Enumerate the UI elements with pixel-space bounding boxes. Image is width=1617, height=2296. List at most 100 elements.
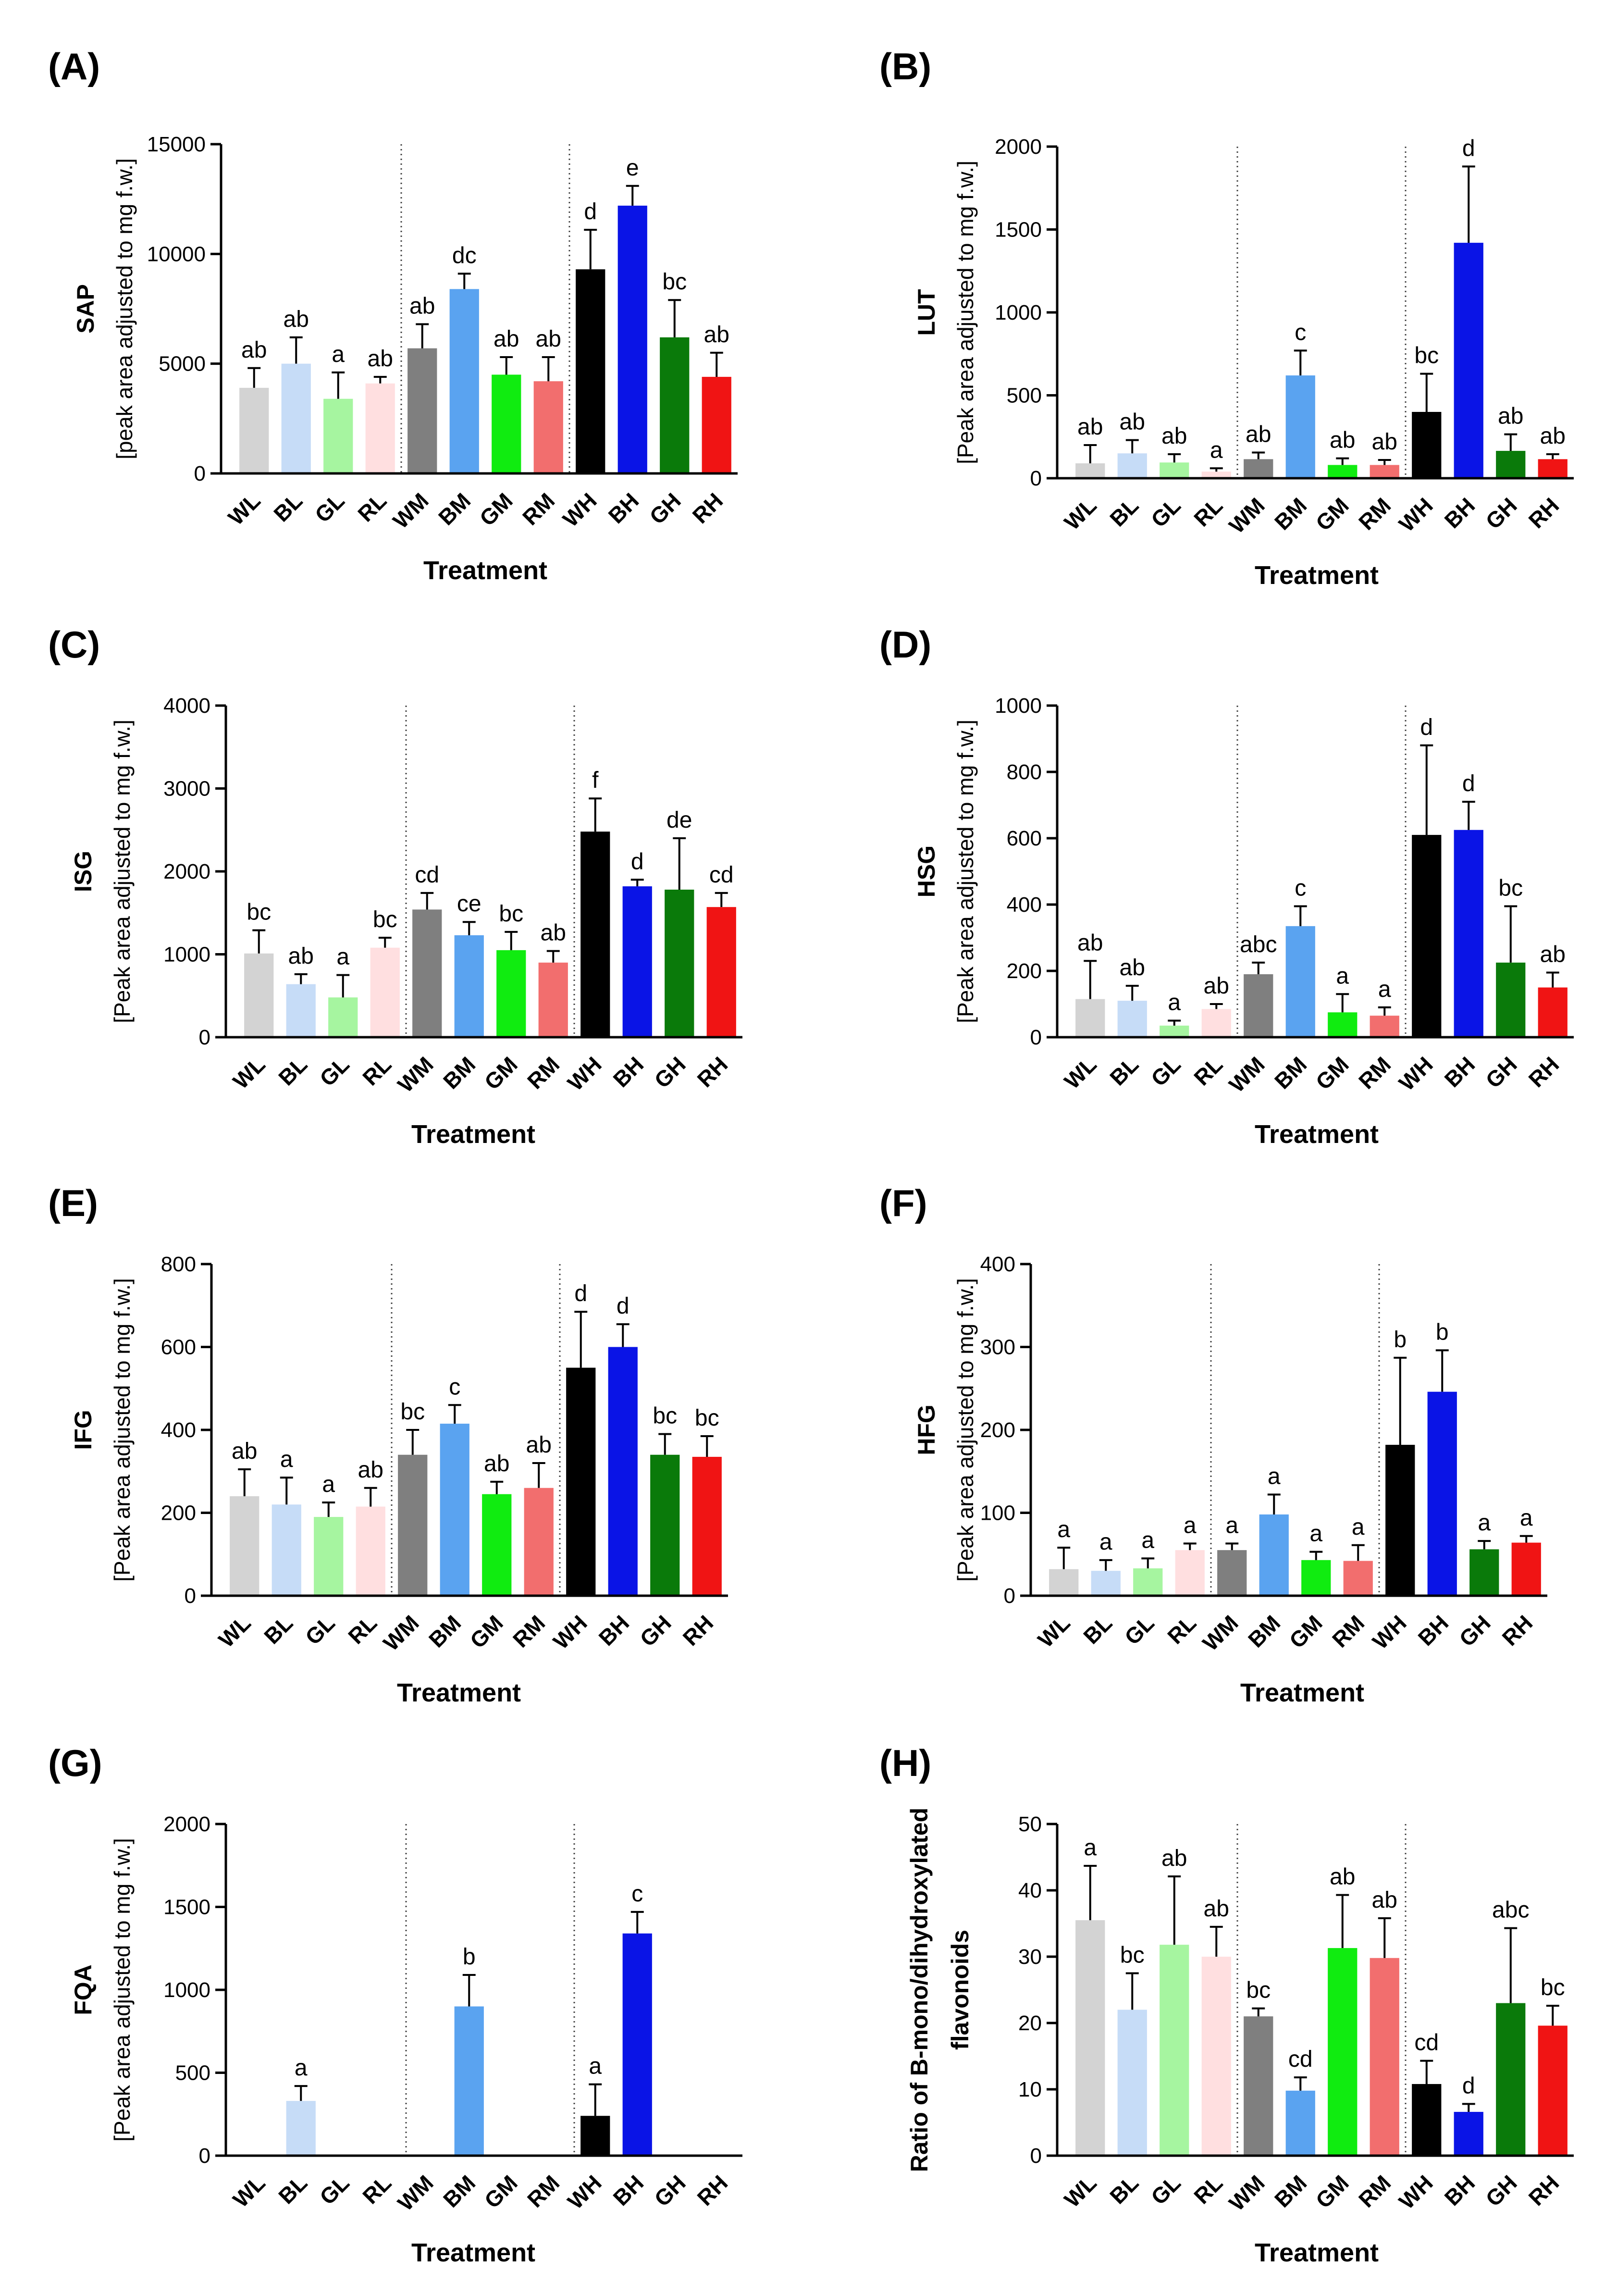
x-tick-label: RH xyxy=(678,1610,718,1651)
bar-rm xyxy=(524,1488,554,1596)
significance-label: cd xyxy=(415,862,439,888)
bar-rm xyxy=(1370,465,1399,478)
significance-label: cd xyxy=(1414,2030,1439,2056)
chart-panel-c: (C) ISG [Peak area adjusted to mg f.w.] bc W… xyxy=(48,623,742,1149)
significance-label: bc xyxy=(499,901,523,927)
significance-label: a xyxy=(1336,963,1349,989)
significance-label: abc xyxy=(1492,1898,1529,1923)
error-bar-wh xyxy=(1420,372,1433,412)
y-tick-label: 1500 xyxy=(995,218,1042,242)
significance-label: ab xyxy=(1540,942,1566,967)
bar-gl xyxy=(1160,1945,1189,2156)
error-bar-rm xyxy=(542,356,555,382)
bar-wl xyxy=(1075,999,1105,1037)
significance-label: bc xyxy=(373,907,397,932)
error-bar-rh xyxy=(1546,971,1559,988)
x-tick-label: BH xyxy=(594,1610,634,1651)
significance-label: a xyxy=(1225,1513,1238,1538)
x-tick-label: BL xyxy=(273,2170,312,2209)
bar-wm xyxy=(1244,459,1273,478)
error-bar-gm xyxy=(1336,457,1349,465)
significance-label: ab xyxy=(494,326,519,352)
bar-wh xyxy=(576,269,605,473)
x-tick-label: GM xyxy=(480,2170,522,2213)
bar-gh xyxy=(665,889,694,1037)
x-axis-label: Treatment xyxy=(1255,561,1379,590)
bar-bl xyxy=(1117,1001,1147,1037)
x-tick-label: RL xyxy=(1162,1610,1201,1649)
x-axis-label: Treatment xyxy=(1255,2238,1379,2267)
bar-bl xyxy=(1117,2010,1147,2156)
error-bar-bm xyxy=(1294,349,1307,376)
x-tick-label: WL xyxy=(1059,2170,1101,2212)
y-tick-label: 100 xyxy=(980,1502,1015,1525)
x-tick-label: WH xyxy=(1394,1052,1438,1095)
chart-panel-g: (G) FQA [Peak area adjusted to mg f.w.] WL a… xyxy=(48,1742,742,2267)
x-tick-label: WM xyxy=(1224,493,1270,538)
bar-wm xyxy=(1217,1550,1247,1596)
significance-label: c xyxy=(1295,320,1306,345)
error-bar-rm xyxy=(1351,1544,1365,1561)
bar-rh xyxy=(1538,2025,1568,2156)
chart-panel-a: (A) SAP [peak area adjusted to mg f.w.] ab W… xyxy=(48,45,738,585)
bar-rl xyxy=(370,947,400,1037)
x-tick-label: GM xyxy=(480,1052,522,1094)
panel-label: (A) xyxy=(48,45,100,87)
y-tick-label: 3000 xyxy=(163,777,210,801)
error-bar-wm xyxy=(420,892,434,910)
x-tick-label: GH xyxy=(644,488,686,529)
significance-label: ab xyxy=(232,1439,257,1464)
y-axis-label: SAP xyxy=(72,284,99,334)
bar-gm xyxy=(1328,1012,1358,1037)
error-bar-wh xyxy=(589,797,602,832)
x-tick-label: WH xyxy=(563,2170,606,2214)
significance-label: b xyxy=(1436,1319,1449,1345)
significance-label: bc xyxy=(695,1405,719,1431)
bar-gh xyxy=(650,1454,680,1596)
x-tick-label: GM xyxy=(1311,493,1354,535)
error-bar-bm xyxy=(1294,905,1307,926)
error-bar-wm xyxy=(416,323,429,348)
bar-rl xyxy=(1201,1009,1231,1037)
significance-label: a xyxy=(295,2055,308,2081)
error-bar-gm xyxy=(490,1480,504,1494)
y-axis-sublabel: [Peak area adjusted to mg f.w.] xyxy=(953,1278,978,1582)
y-axis-sublabel: flavonoids xyxy=(947,1930,974,2050)
bar-rl xyxy=(356,1506,385,1596)
x-tick-label: BH xyxy=(608,2170,649,2210)
error-bar-rl xyxy=(1210,1925,1223,1957)
y-axis-label: HSG xyxy=(913,845,940,897)
bar-wh xyxy=(1412,2084,1442,2156)
bar-bm xyxy=(449,289,479,473)
panel-label: (F) xyxy=(879,1182,927,1224)
x-tick-label: RM xyxy=(522,1052,564,1093)
bar-bh xyxy=(608,1347,638,1596)
x-tick-label: BM xyxy=(433,488,475,530)
x-tick-label: GL xyxy=(1146,2170,1185,2209)
error-bar-bh xyxy=(1462,2103,1475,2112)
error-bar-gh xyxy=(668,299,681,337)
bar-rl xyxy=(1175,1550,1205,1596)
y-axis-sublabel: [Peak area adjusted to mg f.w.] xyxy=(953,161,978,464)
error-bar-wm xyxy=(1252,961,1265,974)
y-tick-label: 2000 xyxy=(163,1812,210,1836)
x-axis-label: Treatment xyxy=(411,2238,535,2267)
x-tick-label: WM xyxy=(1197,1610,1243,1656)
x-tick-label: GM xyxy=(1311,1052,1354,1094)
x-tick-label: WL xyxy=(1059,1052,1101,1093)
x-tick-label: GH xyxy=(1481,493,1522,534)
error-bar-rl xyxy=(378,937,392,948)
y-tick-label: 400 xyxy=(161,1418,196,1442)
y-tick-label: 2000 xyxy=(995,135,1042,159)
error-bar-gh xyxy=(1478,1540,1491,1550)
x-tick-label: WH xyxy=(558,488,602,532)
error-bar-wm xyxy=(1225,1542,1239,1551)
significance-label: a xyxy=(1520,1505,1533,1531)
bar-bl xyxy=(272,1504,301,1596)
significance-label: ab xyxy=(1204,973,1229,999)
significance-label: a xyxy=(1352,1514,1365,1540)
error-bar-rl xyxy=(364,1487,377,1507)
significance-label: ab xyxy=(484,1451,509,1477)
significance-label: ab xyxy=(1204,1896,1229,1922)
